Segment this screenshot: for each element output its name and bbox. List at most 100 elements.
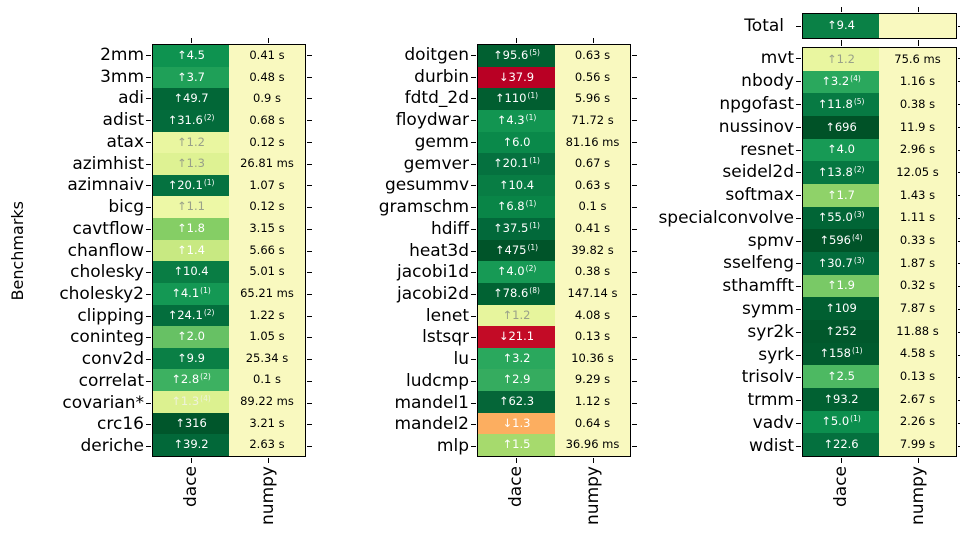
speedup-value: ↑30.7 bbox=[817, 255, 853, 270]
numpy-time-cell: 0.33 s bbox=[879, 229, 956, 253]
numpy-time-cell: 0.13 s bbox=[554, 326, 630, 348]
speedup-value: ↑2.0 bbox=[177, 329, 205, 344]
numpy-time-cell: 0.9 s bbox=[229, 88, 305, 110]
benchmark-row: ↑2.9 9.29 s bbox=[478, 369, 630, 391]
axis-tick bbox=[146, 337, 151, 339]
dace-speedup-cell: ↑5.0 (1) bbox=[803, 410, 879, 434]
axis-tick bbox=[471, 446, 476, 448]
row-label: conv2d bbox=[81, 349, 144, 370]
speedup-value: ↑1.2 bbox=[827, 51, 855, 66]
axis-tick bbox=[796, 81, 801, 83]
speedup-value: ↑20.1 bbox=[167, 177, 203, 192]
benchmark-row: ↑1.3 (4) 89.22 ms bbox=[153, 391, 305, 413]
axis-tick bbox=[307, 359, 312, 361]
axis-tick bbox=[958, 308, 960, 310]
numpy-time-cell: 11.9 s bbox=[879, 116, 956, 139]
time-value: 7.99 s bbox=[899, 437, 936, 451]
benchmark-row: ↑3.7 0.48 s bbox=[153, 66, 305, 89]
axis-tick bbox=[840, 40, 842, 45]
numpy-time-cell: 4.08 s bbox=[554, 304, 630, 327]
row-label: azimnaiv bbox=[67, 175, 144, 196]
axis-tick bbox=[146, 228, 151, 230]
row-label: azimhist bbox=[72, 153, 144, 174]
axis-tick bbox=[307, 185, 312, 187]
axis-tick bbox=[796, 263, 801, 265]
axis-tick bbox=[918, 40, 919, 45]
numpy-time-cell: 4.58 s bbox=[879, 342, 956, 366]
benchmark-row: ↑1.5 36.96 ms bbox=[478, 434, 630, 456]
axis-tick bbox=[307, 424, 312, 426]
benchmark-row: ↑252 11.88 s bbox=[803, 320, 956, 343]
speedup-value: ↑22.6 bbox=[823, 437, 859, 451]
time-value: 0.1 s bbox=[253, 372, 281, 387]
axis-tick bbox=[958, 445, 960, 447]
time-value: 1.22 s bbox=[249, 307, 285, 322]
row-label: gramschm bbox=[378, 197, 469, 218]
numpy-time-cell: 10.36 s bbox=[554, 347, 630, 370]
row-label: wdist bbox=[749, 435, 794, 456]
benchmark-row: ↑11.8 (5) 0.38 s bbox=[803, 93, 956, 117]
axis-tick bbox=[632, 228, 637, 230]
speedup-value: ↑316 bbox=[175, 415, 207, 430]
dace-speedup-cell: ↑31.6 (2) bbox=[153, 109, 229, 132]
benchmark-row: ↑110 (1) 5.96 s bbox=[478, 88, 630, 110]
time-value: 11.88 s bbox=[896, 323, 939, 338]
speedup-value: ↑4.0 bbox=[827, 142, 855, 157]
speedup-value: ↑2.8 bbox=[171, 372, 200, 387]
benchmark-row: ↑3.2 10.36 s bbox=[478, 347, 630, 370]
axis-tick bbox=[632, 250, 637, 252]
dace-speedup-cell: ↑596 (4) bbox=[803, 229, 879, 253]
axis-tick bbox=[918, 7, 919, 12]
speedup-value: ↑78.6 bbox=[493, 285, 529, 300]
benchmark-row: ↑6.8 (1) 0.1 s bbox=[478, 196, 630, 218]
speedup-value: ↑49.7 bbox=[173, 91, 209, 106]
numpy-time-cell: 0.41 s bbox=[229, 45, 305, 67]
dace-speedup-cell: ↑1.1 bbox=[153, 196, 229, 218]
benchmark-row: ↑596 (4) 0.33 s bbox=[803, 229, 956, 253]
axis-tick bbox=[267, 458, 269, 463]
time-value: 0.63 s bbox=[574, 177, 611, 192]
time-value: 0.1 s bbox=[578, 199, 607, 214]
dace-speedup-cell: ↑316 bbox=[153, 412, 229, 435]
x-axis-label-dace: dace bbox=[180, 466, 201, 508]
numpy-time-cell: 81.16 ms bbox=[554, 131, 630, 154]
axis-tick bbox=[796, 172, 801, 174]
time-value: 2.96 s bbox=[899, 142, 936, 157]
time-value: 2.26 s bbox=[899, 414, 936, 429]
axis-tick bbox=[958, 103, 960, 105]
benchmark-row: ↑13.8 (2) 12.05 s bbox=[803, 161, 956, 185]
axis-tick bbox=[796, 400, 801, 402]
speedup-value: ↑13.8 bbox=[817, 164, 853, 179]
speedup-value: ↑110 bbox=[494, 91, 527, 106]
row-label: vadv bbox=[752, 412, 794, 433]
axis-tick bbox=[146, 185, 151, 187]
footnote-superscript: (1) bbox=[851, 346, 863, 356]
speedup-value: ↑2.5 bbox=[827, 368, 855, 383]
dace-speedup-cell: ↑2.0 bbox=[153, 326, 229, 348]
time-value: 0.33 s bbox=[899, 232, 936, 247]
numpy-time-cell: 12.05 s bbox=[879, 161, 956, 185]
speedup-value: ↑9.4 bbox=[827, 18, 855, 33]
footnote-superscript: (1) bbox=[529, 221, 540, 231]
axis-tick bbox=[307, 141, 312, 143]
axis-tick bbox=[796, 217, 801, 219]
dace-speedup-cell: ↑30.7 (3) bbox=[803, 252, 879, 275]
axis-tick bbox=[632, 293, 637, 295]
time-value: 39.82 s bbox=[571, 242, 614, 257]
row-label: sthamfft bbox=[722, 276, 794, 297]
axis-tick bbox=[146, 424, 151, 426]
time-value: 1.43 s bbox=[899, 187, 936, 202]
time-value: 0.13 s bbox=[899, 368, 936, 383]
speedup-value: ↑1.1 bbox=[177, 199, 205, 214]
speedup-value: ↑95.6 bbox=[493, 48, 529, 63]
numpy-time-cell: 1.07 s bbox=[229, 174, 305, 197]
time-value: 5.66 s bbox=[249, 242, 285, 257]
numpy-time-cell: 0.12 s bbox=[229, 196, 305, 218]
axis-tick bbox=[796, 126, 801, 128]
time-value: 26.81 ms bbox=[240, 156, 294, 171]
axis-tick bbox=[307, 337, 312, 339]
speedup-value: ↑3.2 bbox=[502, 350, 531, 365]
axis-tick bbox=[146, 163, 151, 165]
row-label: spmv bbox=[747, 230, 794, 251]
time-value: 36.96 ms bbox=[565, 437, 620, 452]
